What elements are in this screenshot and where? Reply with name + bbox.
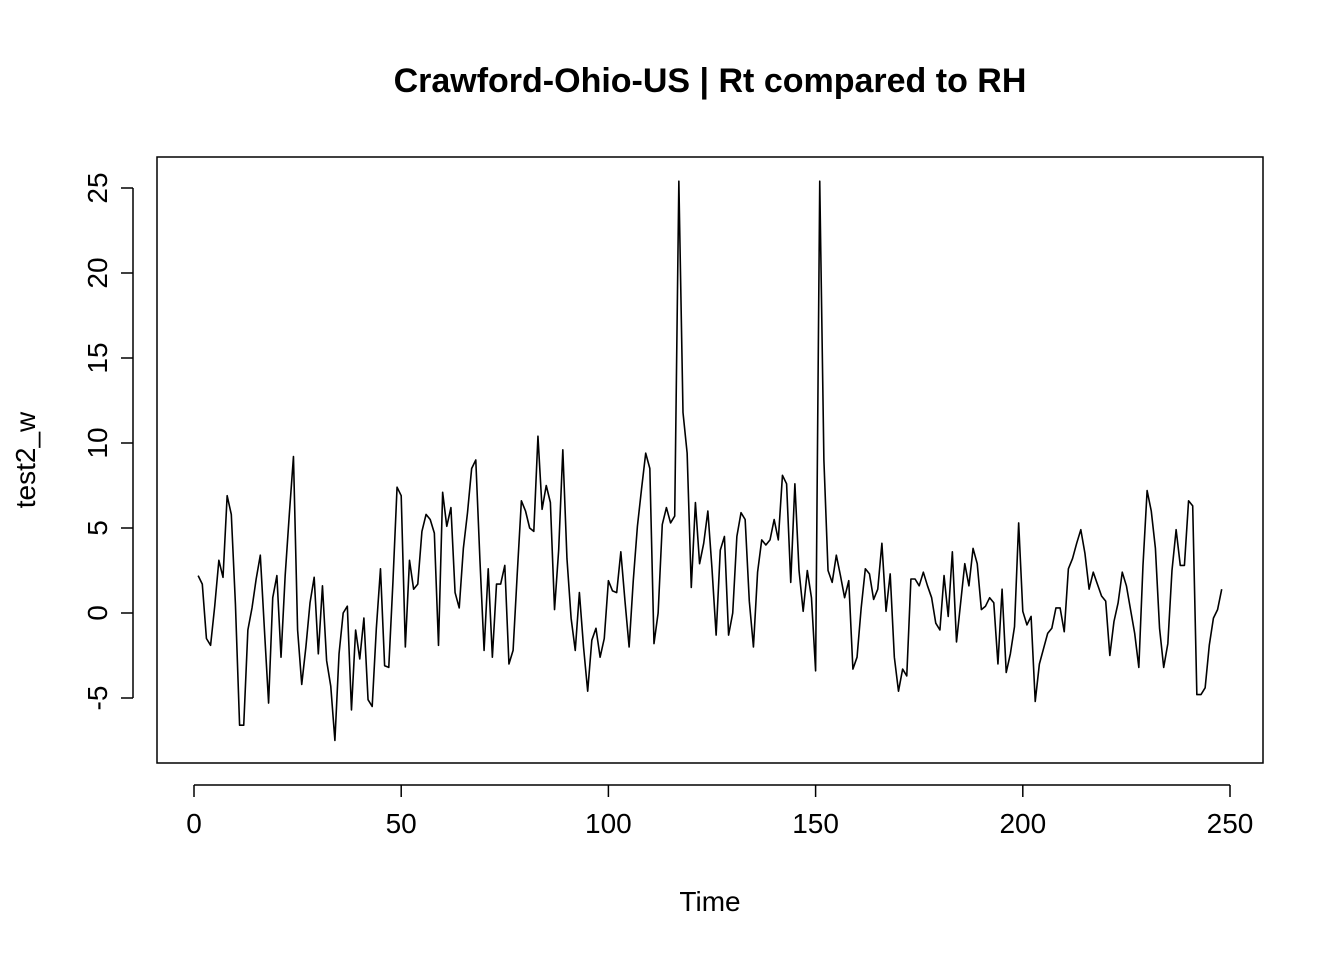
y-tick-label: 0 xyxy=(82,605,113,621)
chart-title: Crawford-Ohio-US | Rt compared to RH xyxy=(394,62,1027,100)
series-layer xyxy=(197,180,1223,742)
x-tick-label: 100 xyxy=(585,808,632,839)
y-tick-label: 5 xyxy=(82,520,113,536)
y-tick-label: -5 xyxy=(82,686,113,711)
series-line xyxy=(197,180,1223,742)
y-tick-label: 10 xyxy=(82,427,113,458)
y-axis: -5 0 5 10 15 20 25 xyxy=(82,172,134,711)
x-axis-label: Time xyxy=(679,886,740,917)
x-tick-label: 150 xyxy=(792,808,839,839)
x-axis: 0 50 100 150 200 250 xyxy=(186,784,1254,839)
plot-frame xyxy=(156,156,1264,764)
y-tick-label: 20 xyxy=(82,257,113,288)
x-tick-label: 250 xyxy=(1207,808,1254,839)
y-tick-label: 15 xyxy=(82,342,113,373)
x-tick-label: 0 xyxy=(186,808,202,839)
x-tick-label: 50 xyxy=(386,808,417,839)
y-tick-label: 25 xyxy=(82,172,113,203)
x-tick-label: 200 xyxy=(999,808,1046,839)
y-axis-label: test2_w xyxy=(10,411,41,508)
